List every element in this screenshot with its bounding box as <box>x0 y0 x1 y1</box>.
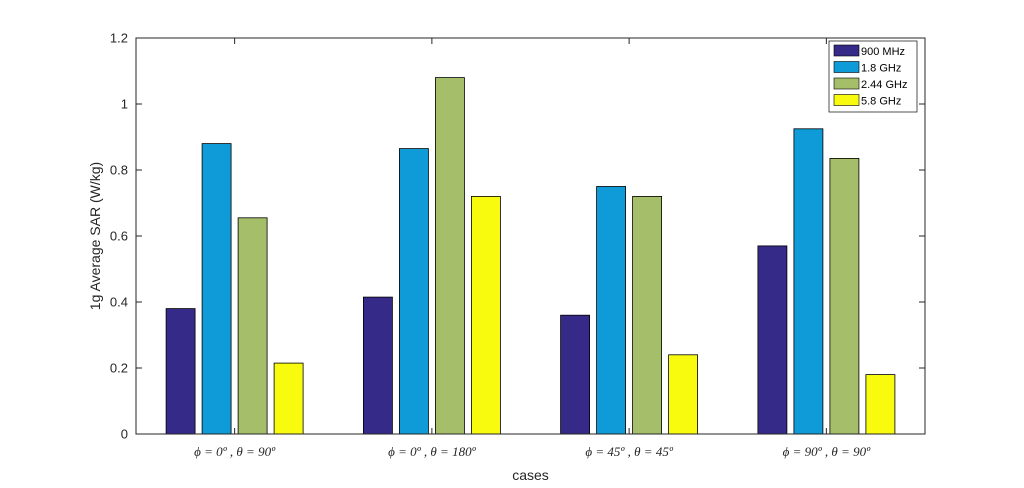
bar-2-44-ghz-2 <box>632 195 662 435</box>
legend: 900 MHz 1.8 GHz 2.44 GHz 5.8 GHz <box>828 40 918 113</box>
legend-swatch-3 <box>833 94 860 106</box>
bar-900-mhz-0 <box>165 308 196 435</box>
bar-2-44-ghz-0 <box>237 217 268 435</box>
bar-5-8-ghz-3 <box>865 374 896 435</box>
y-tick-label: 0 <box>121 427 128 442</box>
bar-2-44-ghz-1 <box>434 77 465 435</box>
bar-1-8-ghz-2 <box>596 186 626 435</box>
bar-900-mhz-2 <box>560 314 590 435</box>
bar-5-8-ghz-0 <box>273 362 304 435</box>
legend-swatch-1 <box>833 61 860 73</box>
x-axis-label: cases <box>512 467 549 483</box>
bar-900-mhz-1 <box>362 296 393 435</box>
legend-swatch-0 <box>833 44 860 57</box>
y-tick-label: 0.4 <box>110 295 128 310</box>
bar-1-8-ghz-0 <box>201 143 232 435</box>
legend-swatch-2 <box>833 77 860 90</box>
y-tick-label: 0.2 <box>110 361 128 376</box>
legend-label-2: 2.44 GHz <box>861 79 907 91</box>
legend-label-3: 5.8 GHz <box>861 96 901 108</box>
legend-label-1: 1.8 GHz <box>861 63 901 75</box>
bar-1-8-ghz-1 <box>398 148 429 435</box>
bar-2-44-ghz-3 <box>829 157 860 435</box>
axes-group: 0 0.2 0.4 0.6 0.8 1 1.2 ϕ = 0º , θ = 90º ϕ = 0º … <box>87 31 926 483</box>
x-tick-label: ϕ = 0º , θ = 90º <box>194 444 276 459</box>
y-axis-label: 1g Average SAR (W/kg) <box>87 162 103 310</box>
x-tick-label: ϕ = 90º , θ = 90º <box>783 444 871 459</box>
bar-5-8-ghz-1 <box>470 195 501 435</box>
legend-label-0: 900 MHz <box>861 46 905 58</box>
bar-900-mhz-3 <box>757 245 788 435</box>
bars-group <box>165 77 896 435</box>
bar-1-8-ghz-3 <box>793 128 824 435</box>
x-tick-label: ϕ = 45º , θ = 45º <box>585 444 673 459</box>
y-tick-label: 0.8 <box>110 163 128 178</box>
y-tick-label: 0.6 <box>110 229 128 244</box>
y-tick-label: 1 <box>121 97 128 112</box>
y-tick-label: 1.2 <box>110 31 128 46</box>
bar-5-8-ghz-2 <box>668 354 698 435</box>
x-tick-label: ϕ = 0º , θ = 180º <box>388 444 476 459</box>
